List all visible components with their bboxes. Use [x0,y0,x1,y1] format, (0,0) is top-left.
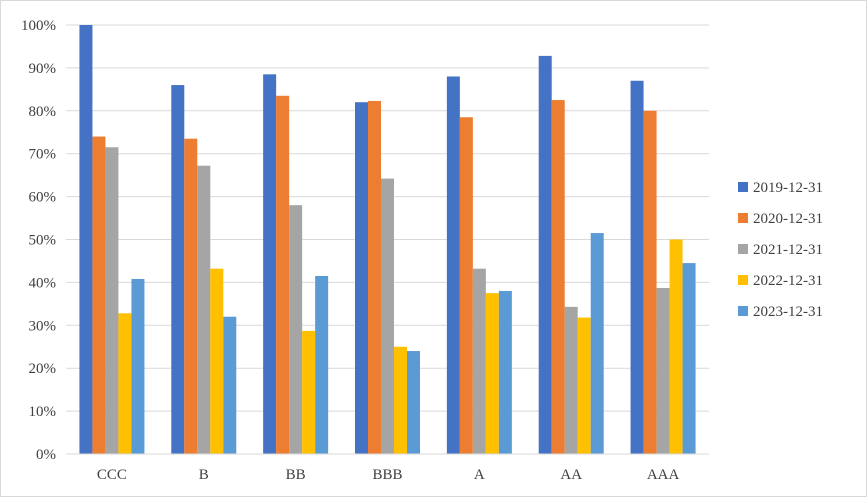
bar-B-2019-12-31 [171,85,185,454]
bar-B-2020-12-31 [184,138,198,454]
bar-BBB-2023-12-31 [407,351,420,454]
bar-AAA-2021-12-31 [656,287,670,454]
bar-AA-2023-12-31 [590,233,604,454]
legend-label: 2020-12-31 [753,211,823,227]
bar-A-2023-12-31 [498,290,512,454]
y-tick-label: 90% [29,61,57,77]
x-tick-label: AA [560,467,582,483]
y-tick-label: 50% [29,233,57,249]
bar-AA-2020-12-31 [551,100,565,454]
x-tick-label: AAA [647,467,680,483]
y-axis-tick-labels: 0% 10% 20% 30% 40% 50% 60% 70% 80% 90% 100% [21,18,56,463]
bar-A-2020-12-31 [459,117,473,455]
bar-AA-2019-12-31 [538,55,552,454]
bar-CCC-2020-12-31 [92,136,106,455]
bar-CCC-2023-12-31 [131,278,145,454]
bars [79,25,696,455]
y-tick-label: 100% [21,18,56,34]
bar-B-2022-12-31 [210,268,224,454]
bar-AAA-2020-12-31 [643,110,657,455]
bar-BB-2019-12-31 [263,74,277,455]
legend-swatch [738,275,748,285]
x-axis-tick-labels: CCC B BB BBB A AA AAA [97,467,680,483]
bar-AAA-2019-12-31 [630,80,644,455]
bar-AA-2021-12-31 [564,306,578,454]
x-tick-label: CCC [97,467,127,483]
bar-A-2019-12-31 [446,76,460,454]
legend-swatch [738,213,748,223]
y-tick-label: 20% [29,361,57,377]
bar-AA-2022-12-31 [577,317,591,454]
bar-BB-2022-12-31 [302,330,316,454]
y-tick-label: 80% [29,104,57,120]
bar-CCC-2022-12-31 [118,313,132,454]
legend: 2019-12-31 2020-12-31 2021-12-31 2022-12-31… [738,180,823,320]
bar-A-2021-12-31 [472,268,486,454]
x-tick-label: A [474,467,485,483]
bar-AAA-2022-12-31 [669,239,683,454]
legend-swatch [738,306,748,316]
y-tick-label: 60% [29,190,57,206]
legend-swatch [738,244,748,254]
bar-BB-2021-12-31 [289,205,303,454]
bar-B-2023-12-31 [223,316,237,454]
legend-label: 2019-12-31 [753,180,823,196]
y-tick-label: 30% [29,318,57,334]
x-tick-label: BBB [372,467,402,483]
legend-label: 2021-12-31 [753,242,823,258]
bar-CCC-2019-12-31 [79,25,93,454]
x-tick-label: BB [286,467,306,483]
bar-BB-2023-12-31 [315,275,329,454]
y-tick-label: 70% [29,147,57,163]
legend-label: 2022-12-31 [753,273,823,289]
bar-B-2021-12-31 [197,165,211,454]
bar-AAA-2023-12-31 [682,263,696,454]
y-tick-label: 10% [29,404,57,420]
bar-BB-2020-12-31 [276,95,290,454]
bar-A-2022-12-31 [485,293,499,454]
bar-CCC-2021-12-31 [105,147,119,454]
bar-BBB-2021-12-31 [381,178,394,454]
x-tick-label: B [199,467,209,483]
legend-label: 2023-12-31 [753,304,823,320]
bar-BBB-2019-12-31 [355,102,368,454]
y-tick-label: 0% [36,447,56,463]
y-tick-label: 40% [29,275,57,291]
legend-swatch [738,182,748,192]
bar-BBB-2022-12-31 [394,346,407,454]
bar-BBB-2020-12-31 [368,100,381,455]
